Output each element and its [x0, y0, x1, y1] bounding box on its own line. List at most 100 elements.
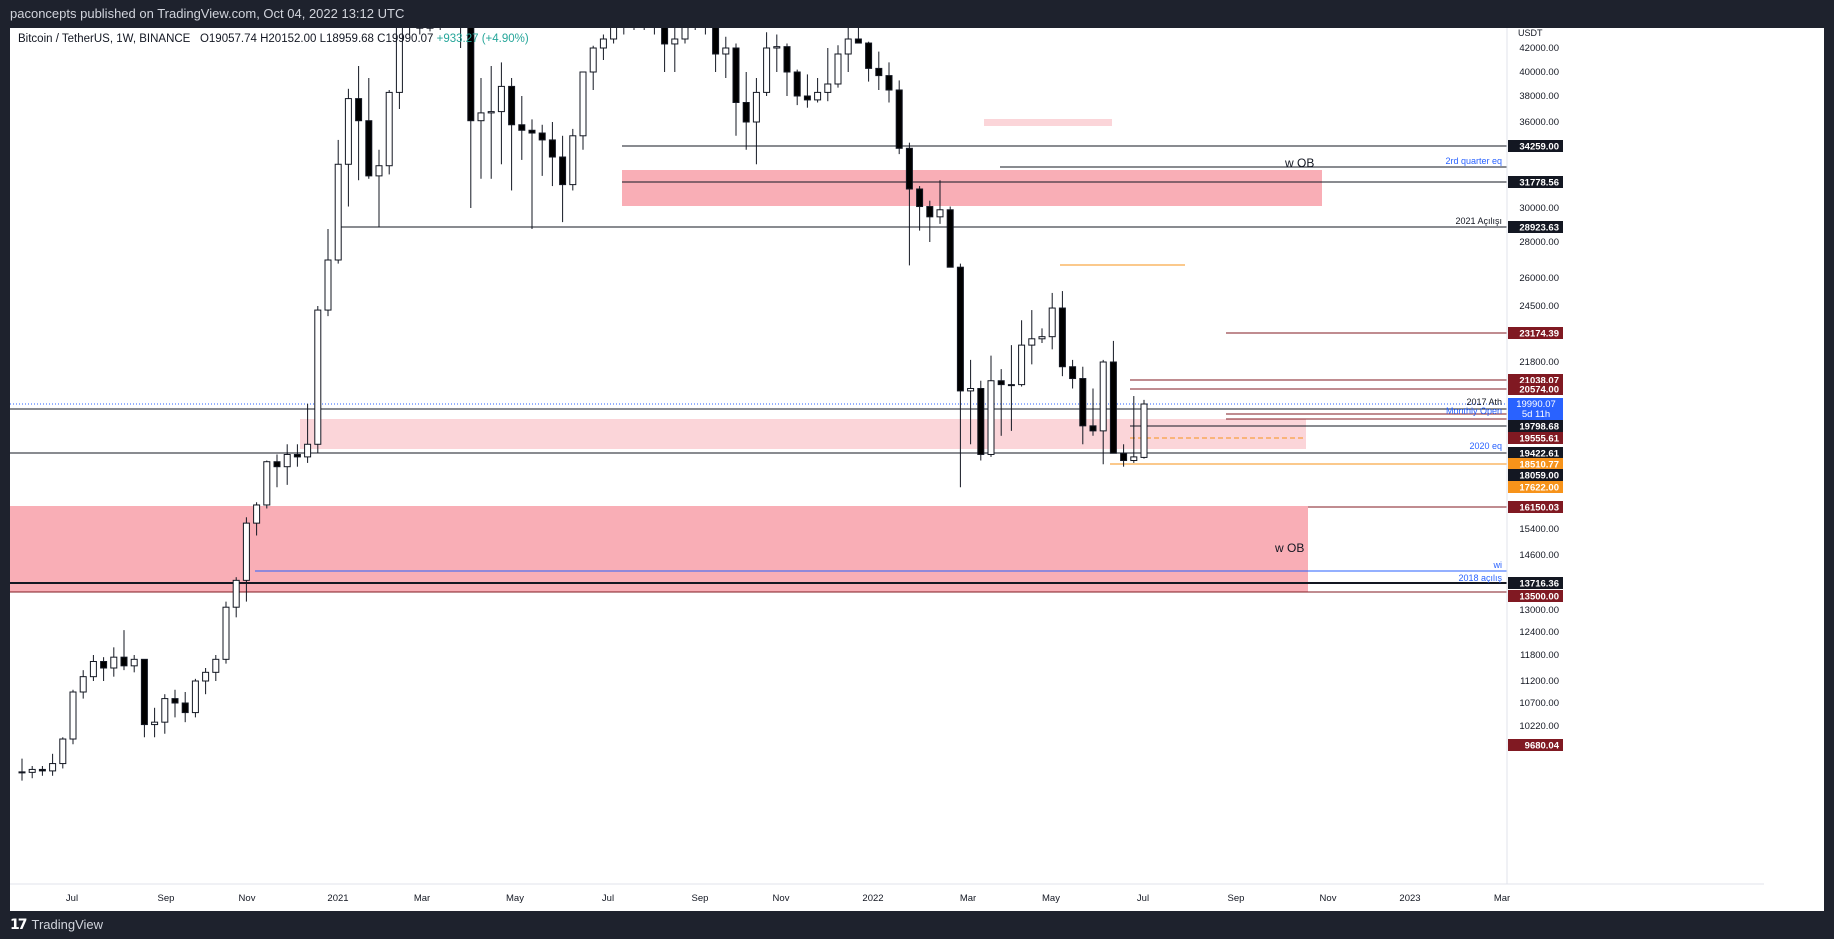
candle[interactable] [926, 200, 934, 242]
candle[interactable] [1099, 359, 1107, 465]
candle[interactable] [905, 142, 913, 266]
candle[interactable] [569, 128, 577, 191]
candle[interactable] [273, 454, 281, 488]
candle[interactable] [722, 36, 730, 78]
candle[interactable] [518, 96, 526, 160]
candle[interactable] [120, 630, 128, 671]
candle[interactable] [283, 444, 291, 485]
candle[interactable] [89, 655, 97, 681]
candle[interactable] [477, 78, 485, 179]
candle[interactable] [1109, 340, 1117, 454]
candle[interactable] [936, 180, 944, 224]
annotation-2020-eq[interactable]: 2020 eq [1469, 441, 1502, 451]
candle[interactable] [355, 66, 363, 181]
candle[interactable] [671, 26, 679, 72]
price-tag[interactable]: 13500.00 [1508, 590, 1563, 603]
price-chart[interactable]: w OB 2rd quarter eq 2021 Açılışı 2017 At… [10, 3, 1824, 911]
price-tag[interactable]: 13716.36 [1508, 577, 1563, 590]
candle[interactable] [232, 577, 240, 618]
candle[interactable] [1058, 291, 1066, 377]
candle[interactable] [916, 186, 924, 231]
candle[interactable] [69, 689, 77, 745]
candle[interactable] [559, 135, 567, 223]
price-tag[interactable]: 19422.61 [1508, 447, 1563, 460]
candle[interactable] [365, 78, 373, 179]
time-scale[interactable]: Jul Sep Nov 2021 Mar May Jul Sep Nov 2022 Mar May Ju… [66, 893, 1510, 904]
candle[interactable] [334, 139, 342, 264]
candle[interactable] [18, 758, 26, 781]
candle[interactable] [212, 655, 220, 681]
candle[interactable] [508, 78, 516, 191]
candle[interactable] [844, 20, 852, 72]
candle[interactable] [293, 444, 301, 467]
annotation-w-ob-lower[interactable]: w OB [1274, 541, 1304, 555]
candle[interactable] [79, 670, 87, 699]
annotation-2021-open[interactable]: 2021 Açılışı [1455, 216, 1502, 226]
annotation-2018-open[interactable]: 2018 açılış [1458, 573, 1502, 583]
price-tag[interactable]: 16150.03 [1508, 501, 1563, 514]
candle[interactable] [732, 43, 740, 136]
annotation-2017-ath[interactable]: 2017 Ath [1466, 397, 1502, 407]
annotation-wi[interactable]: wi [1493, 560, 1503, 570]
annotation-monthly-open[interactable]: Monthly Open [1446, 406, 1502, 416]
candle[interactable] [528, 119, 536, 230]
candle[interactable] [956, 263, 964, 488]
candle[interactable] [140, 658, 148, 738]
candle[interactable] [304, 403, 312, 463]
candle[interactable] [100, 657, 108, 681]
legend-symbol[interactable]: Bitcoin / TetherUS, 1W, BINANCE [18, 33, 191, 45]
candle[interactable] [977, 380, 985, 461]
candle[interactable] [538, 124, 546, 176]
candle[interactable] [1028, 310, 1036, 365]
candle[interactable] [171, 689, 179, 718]
price-tag[interactable]: 34259.00 [1508, 140, 1563, 153]
candle[interactable] [161, 694, 169, 734]
candle[interactable] [375, 149, 383, 228]
price-tag[interactable]: 23174.39 [1508, 327, 1563, 340]
candle[interactable] [824, 48, 832, 102]
candle[interactable] [130, 655, 138, 673]
candle[interactable] [263, 460, 271, 509]
candle[interactable] [589, 45, 597, 90]
candle[interactable] [110, 647, 118, 677]
candle[interactable] [324, 229, 332, 317]
price-tag[interactable]: 28923.63 [1508, 221, 1563, 234]
candle[interactable] [865, 41, 873, 82]
candle[interactable] [59, 737, 67, 769]
candle[interactable] [885, 62, 893, 103]
candle[interactable] [987, 355, 995, 457]
candle[interactable] [548, 122, 556, 187]
candle[interactable] [1130, 396, 1138, 463]
candle[interactable] [752, 78, 760, 165]
price-tag[interactable]: 20574.00 [1508, 383, 1563, 396]
candle[interactable] [1079, 366, 1087, 445]
candle[interactable] [895, 80, 903, 155]
candle[interactable] [1120, 444, 1128, 467]
candle[interactable] [487, 66, 495, 179]
candle[interactable] [202, 668, 210, 695]
annotation-2rd-quarter-eq[interactable]: 2rd quarter eq [1445, 156, 1502, 166]
price-tag[interactable]: 31778.56 [1508, 176, 1563, 189]
candle[interactable] [763, 32, 771, 96]
candle[interactable] [1140, 399, 1148, 459]
candle[interactable] [1007, 345, 1015, 431]
candle[interactable] [49, 753, 57, 776]
candle[interactable] [742, 72, 750, 150]
candle[interactable] [599, 34, 607, 61]
price-tag[interactable]: 17622.00 [1508, 481, 1563, 494]
candle[interactable] [38, 766, 46, 776]
candle[interactable] [1048, 292, 1056, 350]
price-tag[interactable]: 19555.61 [1508, 432, 1563, 445]
candle[interactable] [579, 71, 587, 150]
candle[interactable] [1038, 328, 1046, 344]
price-tag[interactable]: 18059.00 [1508, 469, 1563, 482]
tradingview-logo[interactable]: 17 TradingView [10, 911, 103, 939]
price-tag[interactable]: 9680.04 [1508, 739, 1563, 752]
candle[interactable] [344, 88, 352, 207]
candle[interactable] [1018, 320, 1026, 387]
chart-area[interactable]: Bitcoin / TetherUS, 1W, BINANCE O19057.7… [10, 3, 1824, 911]
candle[interactable] [222, 601, 230, 664]
candle[interactable] [1069, 359, 1077, 389]
candle[interactable] [793, 69, 801, 106]
